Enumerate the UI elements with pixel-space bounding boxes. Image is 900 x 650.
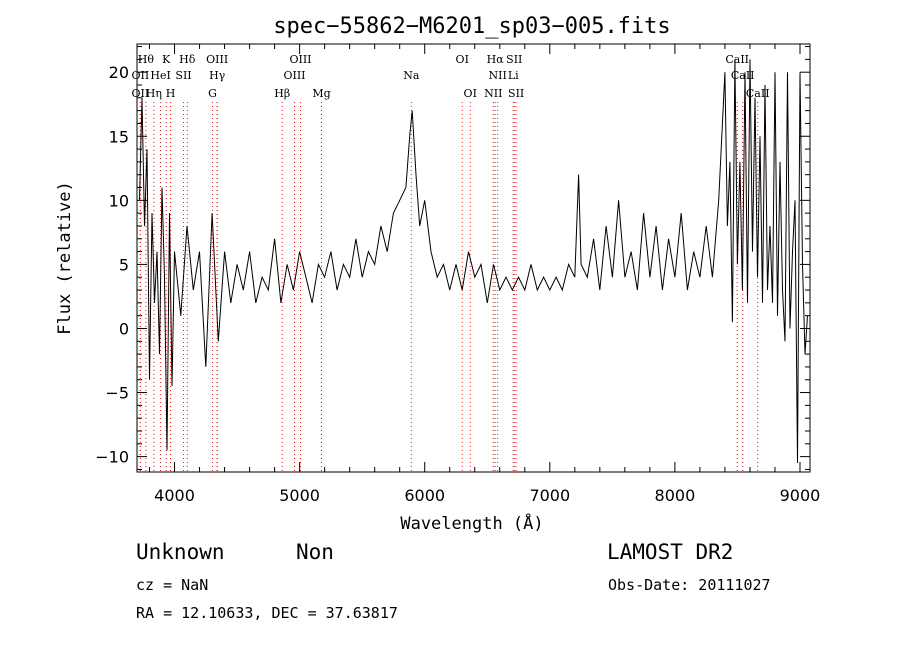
y-tick-label: −5 xyxy=(105,384,129,403)
x-tick-label: 6000 xyxy=(404,486,445,505)
y-tick-label: 15 xyxy=(109,127,129,146)
survey-label: LAMOST DR2 xyxy=(607,540,734,564)
plot-frame xyxy=(136,43,811,473)
y-tick-label: −10 xyxy=(95,448,129,467)
marker-label: Hδ xyxy=(179,53,196,66)
coordinates-label: RA = 12.10633, DEC = 37.63817 xyxy=(136,604,398,622)
axis-ticks: 4000 5000 6000 7000 8000 9000 −10 −5 0 5 10 15 20 xyxy=(95,44,820,505)
x-tick-label: 7000 xyxy=(529,486,570,505)
marker-label: Mg xyxy=(312,87,330,100)
marker-label: OIII xyxy=(206,53,228,66)
y-tick-label: 20 xyxy=(109,63,129,82)
marker-label: SII xyxy=(175,69,191,82)
marker-label: HeI xyxy=(150,69,170,82)
x-tick-label: 8000 xyxy=(655,486,696,505)
marker-label: OIII xyxy=(289,53,311,66)
x-tick-label: 9000 xyxy=(780,486,821,505)
marker-label: CaII xyxy=(731,69,755,82)
marker-label: Hθ xyxy=(138,53,155,66)
marker-label: CaII xyxy=(725,53,749,66)
marker-label: Li xyxy=(508,69,519,82)
marker-label: H xyxy=(166,87,176,100)
y-tick-label: 0 xyxy=(119,319,129,338)
marker-label: OII xyxy=(132,69,150,82)
marker-label: G xyxy=(208,87,217,100)
marker-label: OI xyxy=(456,53,469,66)
marker-label: NII xyxy=(484,87,502,100)
marker-label: CaII xyxy=(746,87,770,100)
x-axis-label: Wavelength (Å) xyxy=(400,512,543,534)
subclass-label: Non xyxy=(296,540,334,564)
obs-date-label: Obs-Date: 20111027 xyxy=(608,576,771,594)
marker-label: Hη xyxy=(146,87,162,100)
marker-label: Hβ xyxy=(274,87,290,100)
x-tick-label: 5000 xyxy=(279,486,320,505)
y-tick-label: 10 xyxy=(109,191,129,210)
marker-label: OII xyxy=(132,87,150,100)
redshift-label: cz = NaN xyxy=(136,576,209,594)
spectrum-line xyxy=(139,59,808,464)
marker-label: OI xyxy=(464,87,477,100)
x-tick-label: 4000 xyxy=(154,486,195,505)
marker-label: Hγ xyxy=(209,69,226,82)
chart-title: spec−55862−M6201_sp03−005.fits xyxy=(273,14,670,39)
marker-label: OIII xyxy=(283,69,305,82)
class-label: Unknown xyxy=(136,540,225,564)
marker-label: Hα xyxy=(487,53,505,66)
y-axis-label: Flux (relative) xyxy=(55,181,75,335)
marker-label: SII xyxy=(508,87,524,100)
marker-label: NII xyxy=(488,69,506,82)
y-tick-label: 5 xyxy=(119,255,129,274)
marker-label: K xyxy=(162,53,171,66)
marker-label: SII xyxy=(506,53,522,66)
marker-label: Na xyxy=(403,69,420,82)
